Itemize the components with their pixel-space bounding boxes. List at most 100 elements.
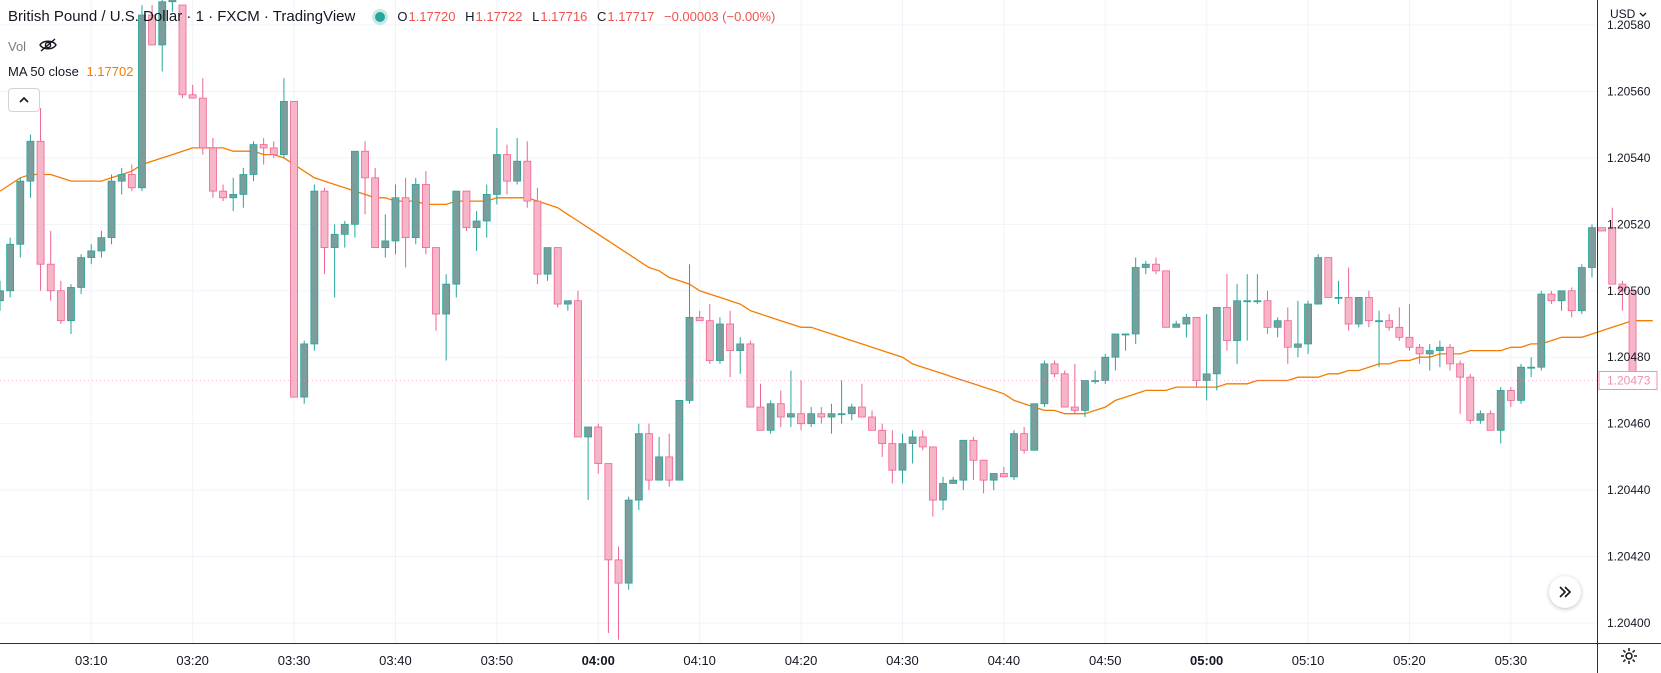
candle[interactable] (1456, 360, 1465, 414)
candle[interactable] (1608, 207, 1617, 285)
candle[interactable] (1263, 290, 1272, 334)
candle[interactable] (695, 310, 704, 322)
candle[interactable] (868, 410, 876, 431)
candle[interactable] (1212, 306, 1221, 391)
candle[interactable] (381, 214, 390, 258)
candle[interactable] (675, 400, 684, 481)
candle[interactable] (665, 433, 674, 487)
candle[interactable] (533, 187, 542, 285)
candle[interactable] (77, 254, 86, 295)
candle[interactable] (584, 426, 593, 501)
candle[interactable] (959, 439, 968, 491)
candle[interactable] (1324, 257, 1333, 298)
candle[interactable] (1273, 317, 1282, 338)
candle[interactable] (1334, 280, 1343, 305)
candle[interactable] (574, 290, 582, 438)
candle[interactable] (229, 177, 238, 212)
candle[interactable] (1415, 343, 1424, 364)
candle[interactable] (340, 221, 349, 248)
collapse-legend-button[interactable] (8, 88, 40, 112)
candle[interactable] (127, 164, 136, 192)
candle[interactable] (756, 383, 765, 431)
candle[interactable] (1182, 314, 1191, 338)
candle[interactable] (634, 423, 643, 511)
candle[interactable] (716, 317, 724, 364)
candle[interactable] (655, 436, 663, 481)
candle[interactable] (97, 230, 106, 258)
candle[interactable] (421, 171, 430, 255)
candle[interactable] (726, 310, 734, 378)
candle[interactable] (391, 184, 400, 255)
candle[interactable] (1131, 257, 1140, 344)
candle[interactable] (26, 134, 35, 198)
candle[interactable] (280, 78, 288, 158)
candle[interactable] (1496, 387, 1505, 444)
candle[interactable] (1202, 314, 1211, 401)
candle[interactable] (1304, 300, 1312, 354)
candle[interactable] (1588, 224, 1596, 278)
candle[interactable] (1365, 290, 1373, 328)
candle[interactable] (1527, 357, 1536, 378)
candle[interactable] (837, 380, 846, 424)
candle[interactable] (513, 137, 522, 185)
candle[interactable] (1030, 403, 1039, 451)
candle[interactable] (36, 108, 45, 291)
candle[interactable] (918, 430, 927, 451)
candle[interactable] (928, 446, 937, 517)
candle[interactable] (878, 423, 887, 457)
candle[interactable] (1091, 370, 1100, 384)
candle[interactable] (746, 340, 755, 408)
candle[interactable] (452, 190, 461, 298)
candle[interactable] (361, 141, 369, 215)
candle[interactable] (1172, 320, 1181, 328)
candle[interactable] (1223, 274, 1231, 351)
candle[interactable] (1598, 227, 1607, 232)
candle[interactable] (67, 284, 75, 334)
candle[interactable] (158, 0, 167, 72)
candle[interactable] (1243, 274, 1252, 341)
candle[interactable] (1152, 257, 1160, 275)
candle[interactable] (472, 211, 481, 251)
candle[interactable] (645, 423, 653, 491)
candle[interactable] (1405, 304, 1414, 351)
scroll-to-realtime-button[interactable] (1549, 576, 1581, 608)
candle[interactable] (269, 141, 278, 158)
candle[interactable] (178, 4, 187, 99)
candle[interactable] (736, 337, 745, 374)
candle[interactable] (1506, 387, 1515, 408)
candle[interactable] (1141, 260, 1150, 275)
candle[interactable] (56, 280, 65, 324)
candle[interactable] (1010, 430, 1018, 481)
candle[interactable] (604, 463, 613, 633)
candle[interactable] (553, 247, 562, 308)
candle[interactable] (1354, 297, 1363, 328)
candle[interactable] (807, 407, 816, 427)
candle[interactable] (350, 150, 359, 238)
candle[interactable] (1192, 316, 1201, 388)
candle[interactable] (411, 177, 420, 245)
candle[interactable] (1283, 307, 1292, 364)
candle[interactable] (614, 546, 623, 640)
candle[interactable] (1517, 363, 1525, 404)
eye-off-icon[interactable] (38, 37, 58, 56)
candle[interactable] (1294, 300, 1302, 358)
candle[interactable] (310, 184, 319, 351)
candle[interactable] (1395, 307, 1404, 341)
candle[interactable] (908, 430, 917, 464)
volume-indicator[interactable]: Vol (8, 37, 58, 56)
candle[interactable] (6, 237, 15, 298)
candle[interactable] (1121, 333, 1130, 351)
candle[interactable] (1628, 290, 1637, 381)
candle[interactable] (766, 400, 775, 434)
candle[interactable] (1577, 264, 1586, 315)
candle[interactable] (330, 224, 339, 298)
candle[interactable] (1425, 343, 1434, 371)
candle[interactable] (939, 476, 947, 511)
candle[interactable] (624, 496, 633, 590)
candle[interactable] (1385, 314, 1394, 331)
candle[interactable] (1547, 290, 1556, 305)
candle[interactable] (969, 436, 978, 481)
candle[interactable] (1476, 410, 1485, 424)
candle[interactable] (87, 244, 96, 265)
candle[interactable] (523, 141, 532, 208)
